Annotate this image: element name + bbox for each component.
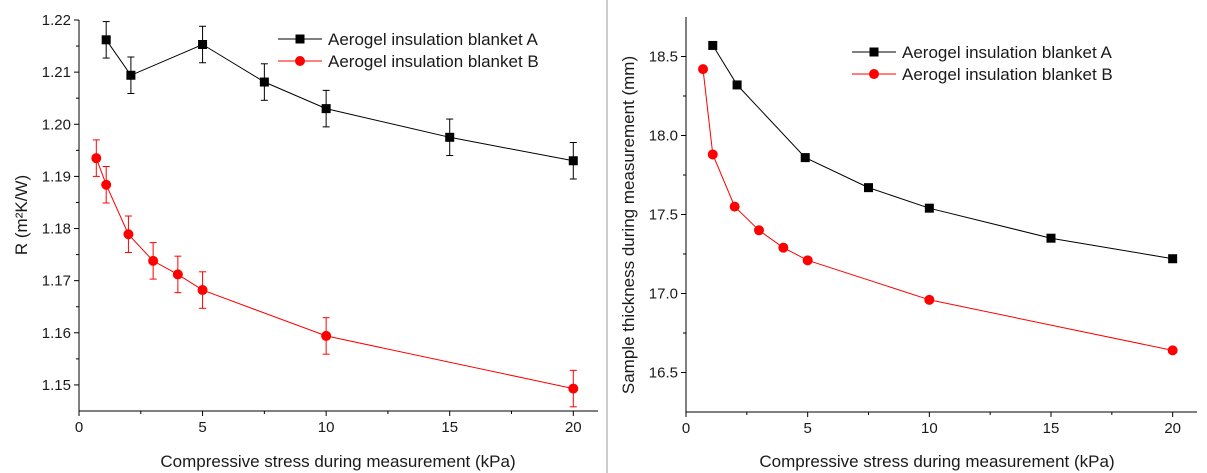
y-tick-label: 17.0 — [649, 286, 678, 303]
y-axis-title: R (m²K/W) — [12, 175, 31, 255]
x-tick-label: 15 — [441, 419, 458, 436]
y-tick-label: 16.5 — [649, 365, 678, 382]
legend-marker — [869, 47, 879, 57]
y-axis-title: Sample thickness during measurement (mm) — [619, 56, 638, 394]
data-point — [698, 64, 709, 75]
x-tick-label: 10 — [318, 419, 335, 436]
data-point — [259, 77, 269, 87]
data-point — [729, 201, 740, 212]
data-point — [1168, 254, 1178, 264]
legend-label: Aerogel insulation blanket B — [328, 52, 539, 71]
y-tick-label: 18.5 — [649, 49, 678, 66]
legend-label: Aerogel insulation blanket A — [328, 30, 538, 49]
data-point — [924, 203, 934, 213]
legend-marker — [869, 69, 879, 79]
y-tick-label: 1.22 — [42, 12, 71, 29]
series-line — [702, 69, 1173, 351]
data-point — [172, 269, 183, 280]
data-point — [321, 104, 331, 114]
data-point — [101, 35, 111, 45]
x-axis-title: Compressive stress during measurement (k… — [759, 452, 1114, 471]
data-point — [924, 294, 935, 305]
x-tick-label: 10 — [921, 420, 938, 437]
data-point — [708, 40, 718, 50]
data-point — [1167, 345, 1178, 356]
series-line — [95, 158, 574, 390]
x-tick-label: 15 — [1043, 420, 1060, 437]
data-point — [778, 242, 789, 253]
data-point — [101, 179, 112, 190]
data-point — [198, 40, 208, 50]
x-tick-label: 5 — [803, 420, 811, 437]
data-point — [1046, 233, 1056, 243]
legend-marker — [295, 56, 305, 66]
chart-thickness-vs-stress: 0 5 10 15 20 16.5 17.0 17.5 18.0 18.5 Aerogel insu… — [649, 17, 1197, 437]
data-point — [123, 229, 134, 240]
data-point — [800, 153, 810, 163]
data-point — [707, 149, 718, 160]
x-tick-label: 20 — [565, 419, 582, 436]
y-tick-label: 18.0 — [649, 128, 678, 145]
y-tick-label: 1.19 — [42, 168, 71, 185]
y-tick-label: 1.17 — [42, 273, 71, 290]
data-point — [864, 183, 873, 193]
y-tick-label: 1.18 — [42, 221, 71, 238]
data-point — [91, 153, 102, 164]
legend-marker — [295, 34, 305, 44]
x-tick-label: 0 — [682, 420, 690, 437]
data-point — [445, 132, 455, 142]
data-point — [732, 80, 742, 90]
y-tick-label: 1.15 — [42, 377, 71, 394]
data-point — [197, 285, 208, 296]
y-tick-label: 1.21 — [42, 64, 71, 81]
data-point — [568, 156, 578, 166]
data-point — [148, 255, 159, 266]
x-axis-title: Compressive stress during measurement (k… — [160, 452, 515, 471]
data-point — [754, 225, 764, 236]
data-point — [126, 70, 136, 80]
x-tick-label: 5 — [198, 419, 206, 436]
chart-r-vs-stress: 0 5 10 15 20 1.15 1.16 1.17 1.18 1.19 1.20 1.21 1.22… — [42, 12, 598, 436]
data-point — [568, 383, 579, 394]
data-point — [321, 330, 332, 341]
x-tick-label: 20 — [1164, 420, 1181, 437]
legend-label: Aerogel insulation blanket A — [902, 43, 1112, 62]
data-point — [802, 255, 813, 266]
y-tick-label: 1.16 — [42, 325, 71, 342]
legend-label: Aerogel insulation blanket B — [902, 65, 1113, 84]
y-tick-label: 1.20 — [42, 116, 71, 133]
y-tick-label: 17.5 — [649, 207, 678, 224]
x-tick-label: 0 — [75, 419, 83, 436]
